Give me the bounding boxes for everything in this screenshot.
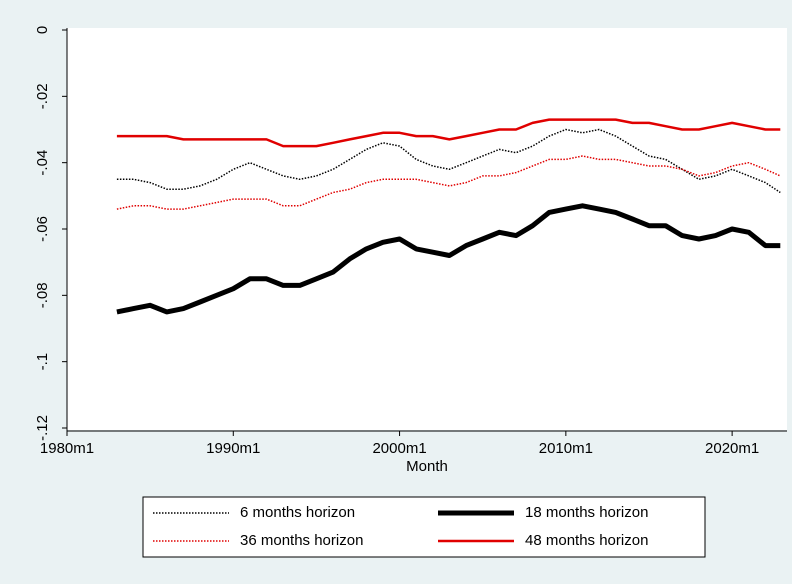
y-tick-label: -.08 — [34, 282, 51, 308]
x-tick-label: 1990m1 — [206, 440, 260, 457]
legend-label: 6 months horizon — [240, 504, 355, 521]
y-tick-label: -.12 — [34, 415, 51, 441]
series-line — [116, 203, 781, 315]
legend-label: 48 months horizon — [525, 532, 648, 549]
y-tick-label: 0 — [34, 26, 51, 34]
plot-area — [67, 28, 787, 430]
legend-label: 36 months horizon — [240, 532, 363, 549]
legend-label: 18 months horizon — [525, 504, 648, 521]
x-tick-label: 1980m1 — [40, 440, 94, 457]
y-tick-label: -.06 — [34, 216, 51, 242]
y-tick-label: -.1 — [34, 353, 51, 371]
y-tick-label: -.04 — [34, 150, 51, 176]
y-tick-label: -.02 — [34, 83, 51, 109]
series-line — [116, 128, 781, 194]
series-line — [116, 155, 781, 210]
x-tick-label: 2010m1 — [539, 440, 593, 457]
x-axis-title: Month — [406, 458, 448, 475]
x-tick-label: 2000m1 — [372, 440, 426, 457]
x-tick-label: 2020m1 — [705, 440, 759, 457]
legend-box — [142, 496, 706, 558]
series-line — [116, 118, 781, 148]
